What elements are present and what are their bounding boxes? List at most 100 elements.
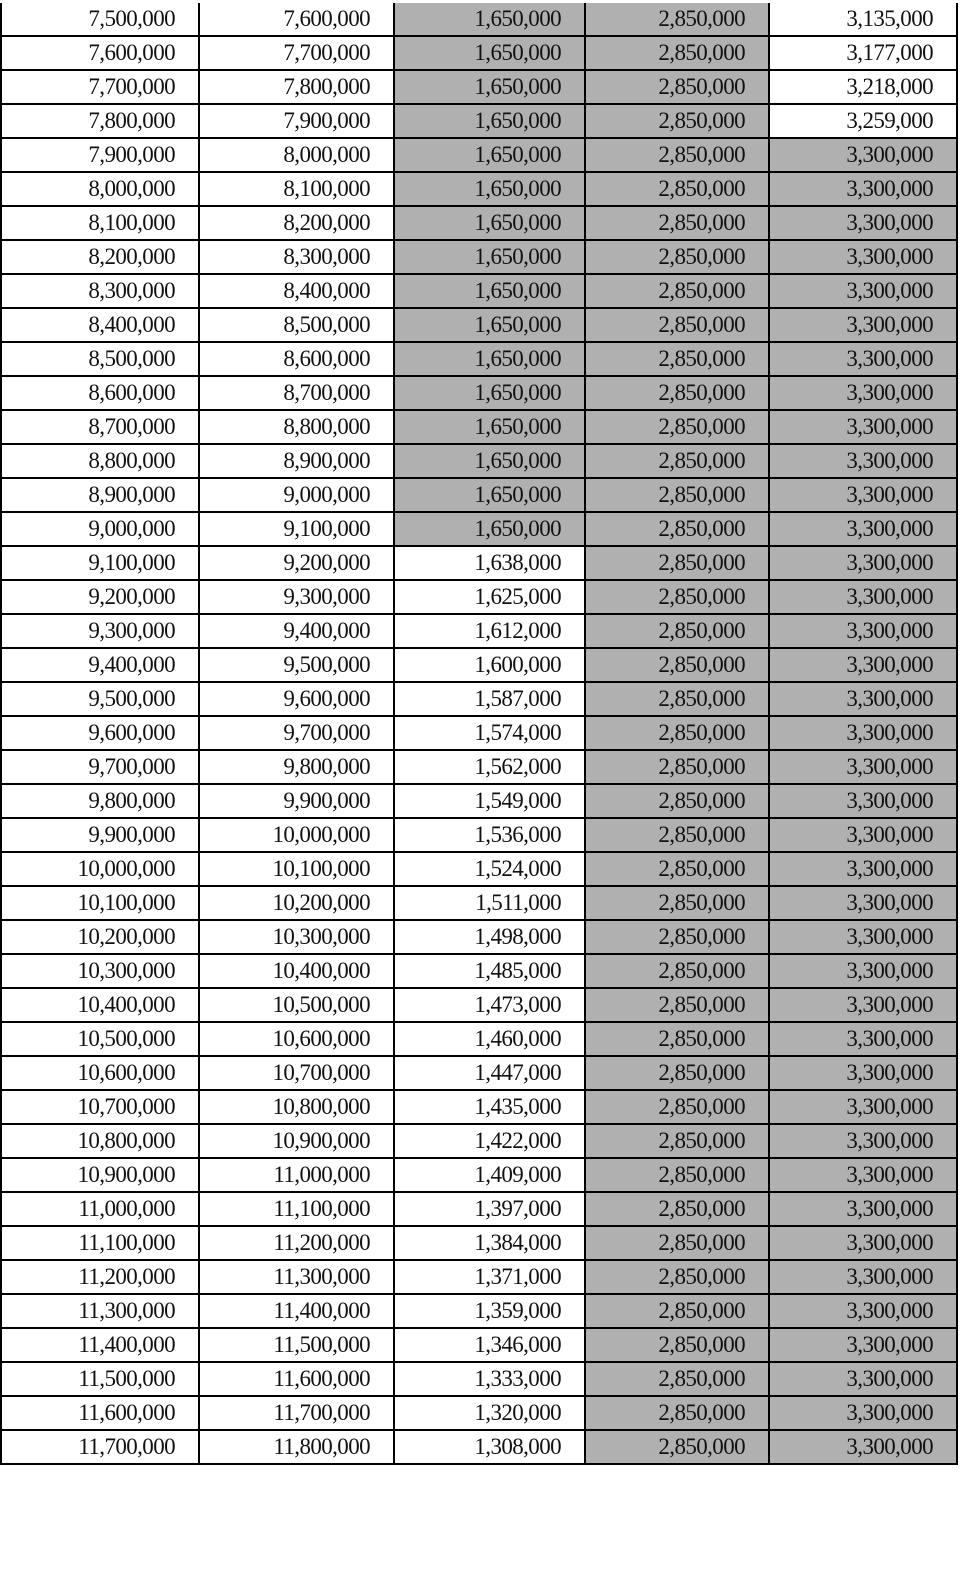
range-from-cell: 8,200,000 (0, 238, 200, 275)
amount-col3-cell: 1,650,000 (393, 136, 586, 173)
range-from-cell: 7,900,000 (0, 136, 200, 173)
table-row: 8,800,000 8,900,000 1,650,000 2,850,000 3,30… (0, 442, 958, 479)
range-from-cell: 7,500,000 (0, 2, 200, 37)
amount-col3-cell: 1,422,000 (393, 1122, 586, 1159)
range-from-cell: 7,700,000 (0, 68, 200, 105)
amount-col4-cell: 2,850,000 (584, 340, 770, 377)
range-to-cell: 8,400,000 (198, 272, 395, 309)
range-to-cell: 10,600,000 (198, 1020, 395, 1057)
amount-col4-cell: 2,850,000 (584, 374, 770, 411)
table-row: 10,100,000 10,200,000 1,511,000 2,850,000 3,… (0, 884, 958, 921)
range-to-cell: 9,700,000 (198, 714, 395, 751)
table-row: 8,000,000 8,100,000 1,650,000 2,850,000 3,30… (0, 170, 958, 207)
amount-col4-cell: 2,850,000 (584, 646, 770, 683)
range-to-cell: 8,700,000 (198, 374, 395, 411)
range-from-cell: 9,500,000 (0, 680, 200, 717)
amount-col4-cell: 2,850,000 (584, 1292, 770, 1329)
range-from-cell: 9,000,000 (0, 510, 200, 547)
amount-col5-cell: 3,300,000 (768, 238, 958, 275)
table-row: 10,700,000 10,800,000 1,435,000 2,850,000 3,… (0, 1088, 958, 1125)
range-from-cell: 10,000,000 (0, 850, 200, 887)
amount-col5-cell: 3,300,000 (768, 408, 958, 445)
amount-col4-cell: 2,850,000 (584, 1428, 770, 1465)
range-from-cell: 10,800,000 (0, 1122, 200, 1159)
range-from-cell: 8,900,000 (0, 476, 200, 513)
range-from-cell: 11,400,000 (0, 1326, 200, 1363)
range-from-cell: 11,200,000 (0, 1258, 200, 1295)
table-row: 10,500,000 10,600,000 1,460,000 2,850,000 3,… (0, 1020, 958, 1057)
amount-col5-cell: 3,300,000 (768, 476, 958, 513)
range-to-cell: 8,100,000 (198, 170, 395, 207)
table-row: 9,800,000 9,900,000 1,549,000 2,850,000 3,30… (0, 782, 958, 819)
amount-col3-cell: 1,320,000 (393, 1394, 586, 1431)
range-to-cell: 10,700,000 (198, 1054, 395, 1091)
amount-col5-cell: 3,300,000 (768, 952, 958, 989)
range-from-cell: 10,600,000 (0, 1054, 200, 1091)
amount-col5-cell: 3,300,000 (768, 1122, 958, 1159)
amount-col3-cell: 1,574,000 (393, 714, 586, 751)
range-to-cell: 9,900,000 (198, 782, 395, 819)
amount-col3-cell: 1,650,000 (393, 34, 586, 71)
table-row: 10,900,000 11,000,000 1,409,000 2,850,000 3,… (0, 1156, 958, 1193)
range-from-cell: 9,900,000 (0, 816, 200, 853)
amount-col5-cell: 3,300,000 (768, 612, 958, 649)
table-row: 11,400,000 11,500,000 1,346,000 2,850,000 3,… (0, 1326, 958, 1363)
amount-col4-cell: 2,850,000 (584, 68, 770, 105)
table-row: 10,200,000 10,300,000 1,498,000 2,850,000 3,… (0, 918, 958, 955)
amount-col4-cell: 2,850,000 (584, 612, 770, 649)
amount-col5-cell: 3,177,000 (768, 34, 958, 71)
amount-col3-cell: 1,485,000 (393, 952, 586, 989)
amount-col5-cell: 3,300,000 (768, 1088, 958, 1125)
amount-col3-cell: 1,612,000 (393, 612, 586, 649)
table-row: 8,100,000 8,200,000 1,650,000 2,850,000 3,30… (0, 204, 958, 241)
amount-col4-cell: 2,850,000 (584, 952, 770, 989)
amount-col3-cell: 1,308,000 (393, 1428, 586, 1465)
amount-col3-cell: 1,650,000 (393, 340, 586, 377)
amount-col4-cell: 2,850,000 (584, 680, 770, 717)
range-from-cell: 11,300,000 (0, 1292, 200, 1329)
range-from-cell: 11,100,000 (0, 1224, 200, 1261)
table-row: 8,700,000 8,800,000 1,650,000 2,850,000 3,30… (0, 408, 958, 445)
amount-col4-cell: 2,850,000 (584, 102, 770, 139)
range-from-cell: 11,600,000 (0, 1394, 200, 1431)
range-to-cell: 10,400,000 (198, 952, 395, 989)
amount-col4-cell: 2,850,000 (584, 204, 770, 241)
range-to-cell: 8,300,000 (198, 238, 395, 275)
amount-col3-cell: 1,536,000 (393, 816, 586, 853)
range-from-cell: 9,800,000 (0, 782, 200, 819)
table-row: 10,600,000 10,700,000 1,447,000 2,850,000 3,… (0, 1054, 958, 1091)
range-to-cell: 11,100,000 (198, 1190, 395, 1227)
amount-col4-cell: 2,850,000 (584, 170, 770, 207)
table-row: 9,900,000 10,000,000 1,536,000 2,850,000 3,3… (0, 816, 958, 853)
table-row: 9,300,000 9,400,000 1,612,000 2,850,000 3,30… (0, 612, 958, 649)
amount-col4-cell: 2,850,000 (584, 34, 770, 71)
range-to-cell: 11,000,000 (198, 1156, 395, 1193)
range-from-cell: 10,500,000 (0, 1020, 200, 1057)
amount-col4-cell: 2,850,000 (584, 1394, 770, 1431)
amount-col4-cell: 2,850,000 (584, 238, 770, 275)
amount-col5-cell: 3,300,000 (768, 918, 958, 955)
range-from-cell: 8,000,000 (0, 170, 200, 207)
amount-col4-cell: 2,850,000 (584, 476, 770, 513)
amount-col5-cell: 3,300,000 (768, 680, 958, 717)
amount-col4-cell: 2,850,000 (584, 1258, 770, 1295)
range-from-cell: 8,800,000 (0, 442, 200, 479)
table-row: 9,100,000 9,200,000 1,638,000 2,850,000 3,30… (0, 544, 958, 581)
amount-col4-cell: 2,850,000 (584, 782, 770, 819)
amount-col5-cell: 3,300,000 (768, 340, 958, 377)
amount-col5-cell: 3,300,000 (768, 748, 958, 785)
range-to-cell: 11,400,000 (198, 1292, 395, 1329)
range-from-cell: 8,700,000 (0, 408, 200, 445)
table-row: 10,800,000 10,900,000 1,422,000 2,850,000 3,… (0, 1122, 958, 1159)
amount-col5-cell: 3,300,000 (768, 1326, 958, 1363)
range-from-cell: 9,600,000 (0, 714, 200, 751)
amount-col5-cell: 3,300,000 (768, 272, 958, 309)
data-table: 7,500,000 7,600,000 1,650,000 2,850,000 3,13… (0, 2, 958, 1465)
amount-col5-cell: 3,300,000 (768, 204, 958, 241)
range-to-cell: 11,500,000 (198, 1326, 395, 1363)
amount-col4-cell: 2,850,000 (584, 884, 770, 921)
range-from-cell: 9,300,000 (0, 612, 200, 649)
amount-col4-cell: 2,850,000 (584, 714, 770, 751)
range-to-cell: 8,800,000 (198, 408, 395, 445)
amount-col4-cell: 2,850,000 (584, 748, 770, 785)
